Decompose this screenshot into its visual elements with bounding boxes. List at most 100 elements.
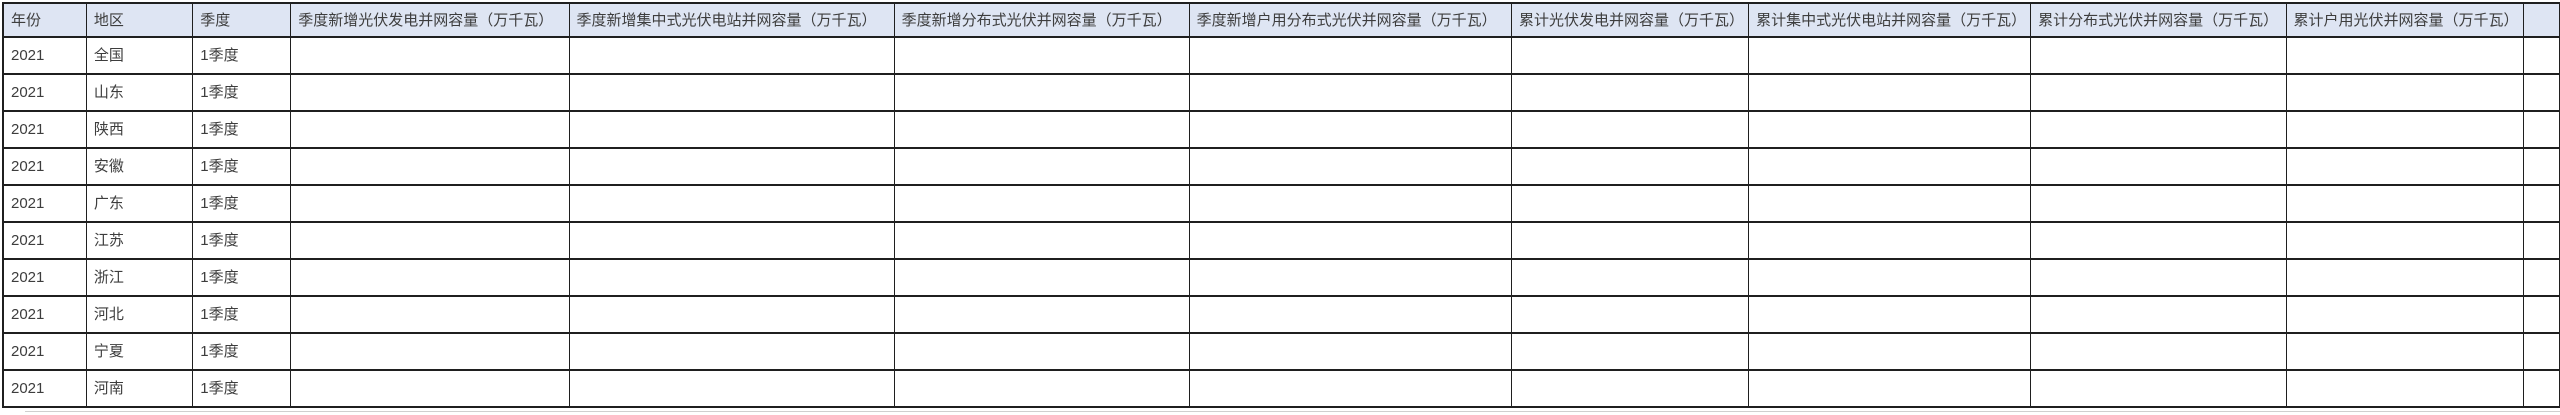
data-cell[interactable] bbox=[894, 333, 1190, 371]
data-cell[interactable] bbox=[2286, 333, 2524, 371]
data-cell[interactable] bbox=[894, 296, 1190, 334]
region-cell[interactable]: 陕西 bbox=[86, 111, 194, 149]
year-cell[interactable]: 2021 bbox=[3, 148, 87, 186]
data-cell[interactable] bbox=[2030, 259, 2287, 297]
quarter-cell[interactable]: 1季度 bbox=[192, 74, 292, 112]
data-cell[interactable] bbox=[1189, 74, 1513, 112]
data-cell[interactable] bbox=[2030, 74, 2287, 112]
data-cell[interactable] bbox=[290, 222, 570, 260]
data-cell[interactable] bbox=[2286, 222, 2524, 260]
data-cell[interactable] bbox=[290, 296, 570, 334]
data-cell[interactable] bbox=[1511, 333, 1750, 371]
data-cell[interactable] bbox=[1748, 148, 2032, 186]
data-cell[interactable] bbox=[1511, 148, 1750, 186]
data-cell[interactable] bbox=[2286, 148, 2524, 186]
data-cell[interactable] bbox=[569, 333, 895, 371]
data-cell[interactable] bbox=[1748, 259, 2032, 297]
year-cell[interactable]: 2021 bbox=[3, 259, 87, 297]
data-cell[interactable] bbox=[894, 111, 1190, 149]
data-cell[interactable] bbox=[1511, 259, 1750, 297]
data-cell[interactable] bbox=[2286, 259, 2524, 297]
data-cell[interactable] bbox=[1189, 259, 1513, 297]
data-cell[interactable] bbox=[2030, 185, 2287, 223]
data-cell[interactable] bbox=[1189, 370, 1513, 408]
quarter-cell[interactable]: 1季度 bbox=[192, 296, 292, 334]
data-cell[interactable] bbox=[2286, 370, 2524, 408]
data-cell[interactable] bbox=[1748, 333, 2032, 371]
data-cell[interactable] bbox=[2286, 111, 2524, 149]
data-cell[interactable] bbox=[1189, 148, 1513, 186]
data-cell[interactable] bbox=[569, 222, 895, 260]
year-cell[interactable]: 2021 bbox=[3, 185, 87, 223]
data-cell[interactable] bbox=[1511, 37, 1750, 75]
data-cell[interactable] bbox=[2030, 111, 2287, 149]
data-cell[interactable] bbox=[1511, 222, 1750, 260]
data-cell[interactable] bbox=[1511, 74, 1750, 112]
data-cell[interactable] bbox=[1189, 111, 1513, 149]
data-cell[interactable] bbox=[2286, 185, 2524, 223]
data-cell[interactable] bbox=[1748, 222, 2032, 260]
data-cell[interactable] bbox=[2030, 370, 2287, 408]
year-cell[interactable]: 2021 bbox=[3, 37, 87, 75]
data-cell[interactable] bbox=[1748, 370, 2032, 408]
data-cell[interactable] bbox=[2030, 296, 2287, 334]
data-cell[interactable] bbox=[290, 111, 570, 149]
quarter-cell[interactable]: 1季度 bbox=[192, 259, 292, 297]
region-cell[interactable]: 河北 bbox=[86, 296, 194, 334]
quarter-cell[interactable]: 1季度 bbox=[192, 148, 292, 186]
data-cell[interactable] bbox=[894, 37, 1190, 75]
region-cell[interactable]: 安徽 bbox=[86, 148, 194, 186]
data-cell[interactable] bbox=[2030, 222, 2287, 260]
data-cell[interactable] bbox=[569, 37, 895, 75]
quarter-cell[interactable]: 1季度 bbox=[192, 185, 292, 223]
region-cell[interactable]: 全国 bbox=[86, 37, 194, 75]
data-cell[interactable] bbox=[1511, 185, 1750, 223]
data-cell[interactable] bbox=[2286, 296, 2524, 334]
data-cell[interactable] bbox=[569, 148, 895, 186]
region-cell[interactable]: 山东 bbox=[86, 74, 194, 112]
data-cell[interactable] bbox=[569, 296, 895, 334]
data-cell[interactable] bbox=[290, 37, 570, 75]
data-cell[interactable] bbox=[894, 222, 1190, 260]
year-cell[interactable]: 2021 bbox=[3, 111, 87, 149]
quarter-cell[interactable]: 1季度 bbox=[192, 37, 292, 75]
region-cell[interactable]: 广东 bbox=[86, 185, 194, 223]
quarter-cell[interactable]: 1季度 bbox=[192, 333, 292, 371]
data-cell[interactable] bbox=[1189, 333, 1513, 371]
quarter-cell[interactable]: 1季度 bbox=[192, 370, 292, 408]
quarter-cell[interactable]: 1季度 bbox=[192, 222, 292, 260]
region-cell[interactable]: 河南 bbox=[86, 370, 194, 408]
year-cell[interactable]: 2021 bbox=[3, 74, 87, 112]
data-cell[interactable] bbox=[290, 333, 570, 371]
data-cell[interactable] bbox=[1511, 111, 1750, 149]
data-cell[interactable] bbox=[569, 74, 895, 112]
data-cell[interactable] bbox=[290, 148, 570, 186]
data-cell[interactable] bbox=[894, 74, 1190, 112]
year-cell[interactable]: 2021 bbox=[3, 222, 87, 260]
data-cell[interactable] bbox=[894, 370, 1190, 408]
data-cell[interactable] bbox=[1748, 111, 2032, 149]
data-cell[interactable] bbox=[290, 370, 570, 408]
data-cell[interactable] bbox=[1189, 296, 1513, 334]
data-cell[interactable] bbox=[290, 74, 570, 112]
data-cell[interactable] bbox=[569, 259, 895, 297]
data-cell[interactable] bbox=[2030, 37, 2287, 75]
data-cell[interactable] bbox=[290, 185, 570, 223]
data-cell[interactable] bbox=[2286, 74, 2524, 112]
data-cell[interactable] bbox=[569, 111, 895, 149]
quarter-cell[interactable]: 1季度 bbox=[192, 111, 292, 149]
data-cell[interactable] bbox=[1748, 185, 2032, 223]
data-cell[interactable] bbox=[1511, 296, 1750, 334]
data-cell[interactable] bbox=[1189, 222, 1513, 260]
data-cell[interactable] bbox=[1748, 74, 2032, 112]
data-cell[interactable] bbox=[1189, 37, 1513, 75]
data-cell[interactable] bbox=[2030, 148, 2287, 186]
data-cell[interactable] bbox=[2030, 333, 2287, 371]
year-cell[interactable]: 2021 bbox=[3, 296, 87, 334]
region-cell[interactable]: 宁夏 bbox=[86, 333, 194, 371]
data-cell[interactable] bbox=[1748, 37, 2032, 75]
data-cell[interactable] bbox=[2286, 37, 2524, 75]
data-cell[interactable] bbox=[894, 259, 1190, 297]
data-cell[interactable] bbox=[894, 185, 1190, 223]
year-cell[interactable]: 2021 bbox=[3, 333, 87, 371]
